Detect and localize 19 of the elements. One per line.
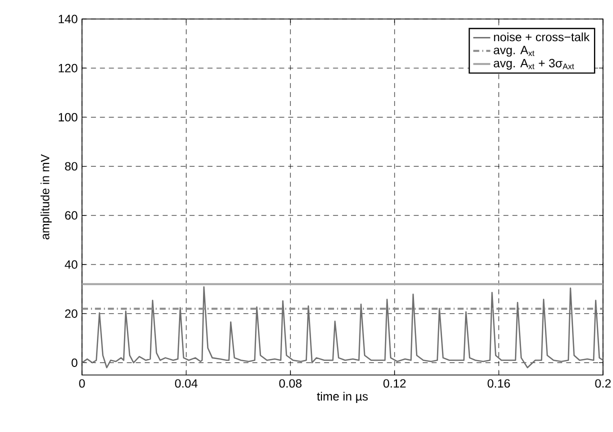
x-tick-label: 0.04 bbox=[175, 379, 198, 388]
y-tick-label: 120 bbox=[58, 64, 78, 72]
y-tick-label: 140 bbox=[58, 14, 78, 24]
y-axis-title: amplitude in mV bbox=[40, 154, 52, 240]
x-tick-label: 0.12 bbox=[383, 379, 406, 388]
legend-label: noise + cross−talk bbox=[494, 32, 590, 42]
x-axis-title: time in µs bbox=[316, 392, 368, 403]
y-tick-label: 40 bbox=[64, 260, 78, 269]
legend-label: avg. A$_{xt}$ + 3σ$_{Axt}$ bbox=[494, 58, 574, 70]
y-tick-label: 100 bbox=[58, 112, 78, 122]
x-tick-label: 0.16 bbox=[488, 379, 510, 388]
y-tick-label: 20 bbox=[65, 309, 78, 318]
y-tick-label: 80 bbox=[65, 162, 78, 171]
y-tick-label: 60 bbox=[65, 211, 78, 220]
x-tick-label: 0.2 bbox=[595, 379, 611, 388]
x-tick-label: 0 bbox=[79, 379, 85, 388]
y-tick-label: 0 bbox=[72, 358, 78, 367]
x-tick-label: 0.08 bbox=[279, 379, 302, 388]
legend-label: avg. A$_{xt}$ bbox=[494, 46, 534, 57]
